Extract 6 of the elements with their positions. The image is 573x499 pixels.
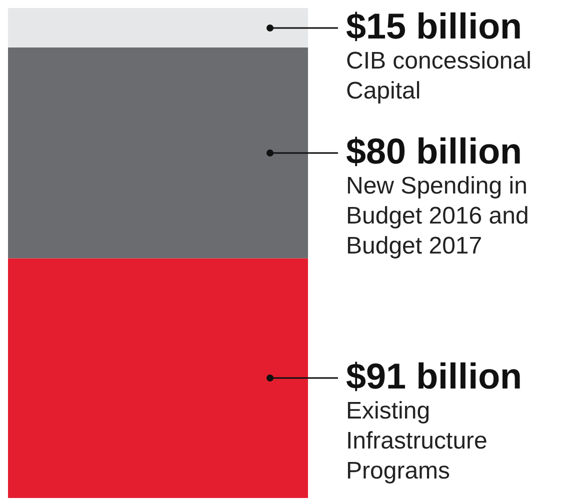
series-label: New Spending in Budget 2016 and Budget 2017 [346,172,529,260]
data-label: $15 billion [346,5,522,46]
series-label: CIB concessional Capital [346,47,532,104]
data-label: $91 billion [346,356,522,397]
data-label: $80 billion [346,130,522,172]
series-label: Existing Infrastructure Programs [346,398,488,485]
